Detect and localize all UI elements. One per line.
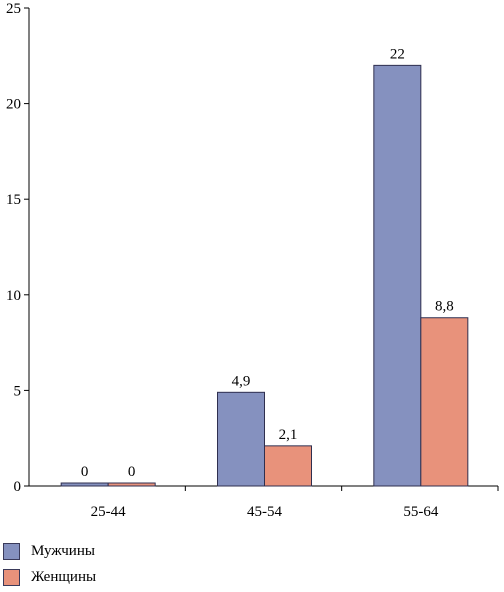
bar-chart: 0 5 10 15 20 25 25-44 45-54 55-64 0 0 4,9 2,1 22 8,8 bbox=[6, 1, 499, 520]
x-tick-label: 55-64 bbox=[403, 504, 438, 520]
bar-men-25-44 bbox=[60, 482, 109, 487]
y-tick-label: 15 bbox=[6, 192, 21, 208]
legend-swatch-men bbox=[3, 542, 20, 560]
x-axis: 25-44 45-54 55-64 bbox=[29, 485, 499, 520]
bar-women-25-44 bbox=[107, 482, 156, 487]
data-label: 22 bbox=[390, 46, 405, 62]
legend-item-men: Мужчины bbox=[0, 540, 96, 562]
bars bbox=[60, 64, 469, 487]
bar-men-55-64 bbox=[373, 64, 422, 487]
data-label: 0 bbox=[81, 464, 89, 480]
y-tick-label: 20 bbox=[6, 97, 21, 113]
data-label: 0 bbox=[128, 464, 136, 480]
legend-label-women: Женщины bbox=[31, 568, 97, 585]
y-axis: 0 5 10 15 20 25 bbox=[6, 1, 30, 495]
data-label: 2,1 bbox=[279, 427, 298, 443]
y-tick-label: 25 bbox=[6, 1, 21, 17]
y-tick-label: 5 bbox=[14, 383, 22, 399]
data-label: 8,8 bbox=[435, 299, 454, 315]
legend: Мужчины Женщины bbox=[0, 540, 96, 592]
legend-swatch-women bbox=[3, 568, 20, 586]
data-label: 4,9 bbox=[232, 373, 251, 389]
x-tick-label: 45-54 bbox=[247, 504, 282, 520]
bar-men-45-54 bbox=[217, 391, 265, 487]
legend-item-women: Женщины bbox=[0, 566, 96, 588]
data-labels: 0 0 4,9 2,1 22 8,8 bbox=[81, 46, 454, 480]
legend-label-men: Мужчины bbox=[31, 542, 95, 559]
bar-women-45-54 bbox=[264, 445, 312, 487]
y-tick-label: 10 bbox=[6, 288, 21, 304]
x-tick-label: 25-44 bbox=[91, 504, 126, 520]
y-tick-label: 0 bbox=[14, 479, 22, 495]
bar-women-55-64 bbox=[420, 317, 469, 487]
